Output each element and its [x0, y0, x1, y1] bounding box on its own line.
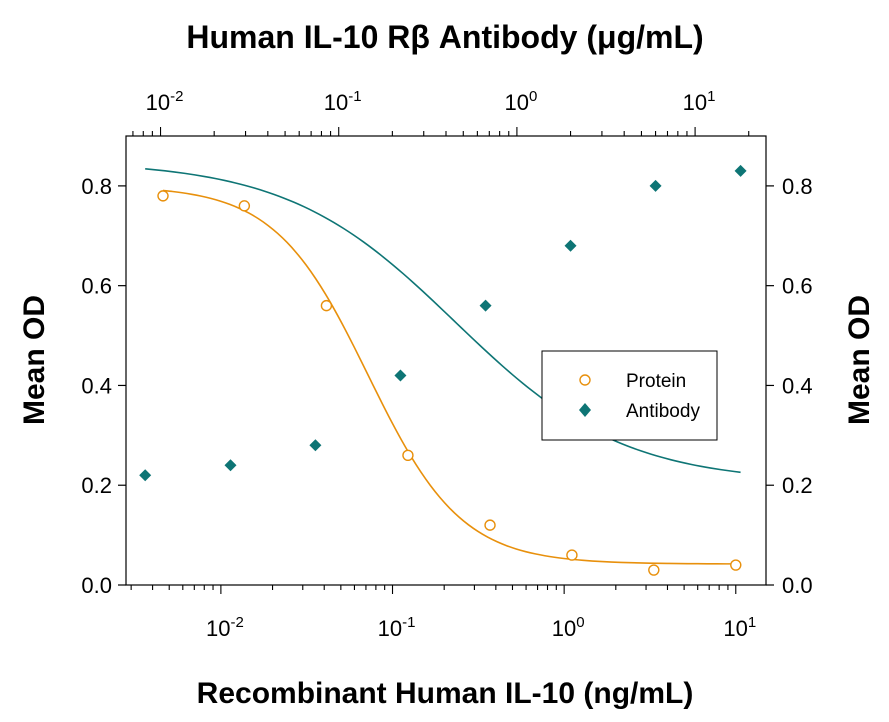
series-line-protein [162, 189, 736, 565]
legend-marker-protein [579, 374, 591, 386]
data-point-antibody [224, 459, 237, 472]
data-point-protein [566, 549, 578, 561]
data-point-antibody [564, 239, 577, 252]
data-point-protein [402, 449, 414, 461]
data-point-antibody [479, 299, 492, 312]
x-top-tick-label: 101 [683, 88, 716, 115]
legend-box [541, 350, 718, 441]
y-tick-label-right: 0.8 [782, 174, 813, 199]
y-tick-label-left: 0.2 [81, 473, 112, 498]
data-point-antibody [649, 179, 662, 192]
data-point-protein [157, 190, 169, 202]
y-tick-label-right: 0.2 [782, 473, 813, 498]
data-point-protein [238, 200, 251, 212]
points-layer [139, 164, 747, 576]
y-tick-label-right: 0.6 [782, 274, 813, 299]
y-tick-label-left: 0.6 [81, 274, 112, 299]
legend-label-protein: Protein [626, 371, 686, 392]
x-bottom-tick-label: 10-2 [206, 614, 244, 641]
y-tick-label-right: 0.4 [782, 373, 813, 398]
series-line-antibody [145, 168, 741, 474]
data-point-protein [648, 564, 660, 576]
y-axis-title-right: Mean OD [843, 295, 876, 425]
data-point-antibody [394, 369, 407, 382]
y-tick-label-right: 0.0 [782, 573, 813, 598]
x-axis-title: Recombinant Human IL-10 (ng/mL) [197, 677, 694, 710]
x-bottom-tick-label: 100 [552, 614, 585, 641]
legend-marker-antibody [579, 403, 591, 417]
data-point-antibody [734, 164, 747, 177]
chart-title: Human IL-10 Rβ Antibody (μg/mL) [186, 19, 703, 55]
data-point-antibody [139, 469, 152, 482]
y-tick-label-left: 0.4 [81, 373, 112, 398]
curves-layer [145, 168, 741, 565]
x-top-tick-label: 10-2 [146, 88, 184, 115]
y-tick-label-left: 0.0 [81, 573, 112, 598]
data-point-protein [730, 559, 742, 571]
x-bottom-tick-label: 10-1 [378, 614, 416, 641]
legend: Protein Antibody [541, 350, 718, 441]
data-point-protein [484, 519, 496, 531]
x-top-tick-label: 10-1 [324, 88, 362, 115]
ticks-layer: 0.0 0.0 0.2 0.2 0.4 0.4 0.6 0.6 0.8 0.8 10-2 10-1 10… [81, 88, 812, 641]
x-top-tick-label: 100 [504, 88, 537, 115]
data-point-protein [320, 299, 333, 312]
legend-label-antibody: Antibody [626, 401, 700, 422]
y-axis-title-left: Mean OD [18, 295, 51, 425]
y-tick-label-left: 0.8 [81, 174, 112, 199]
data-point-antibody [309, 439, 322, 452]
x-bottom-tick-label: 101 [723, 614, 756, 641]
